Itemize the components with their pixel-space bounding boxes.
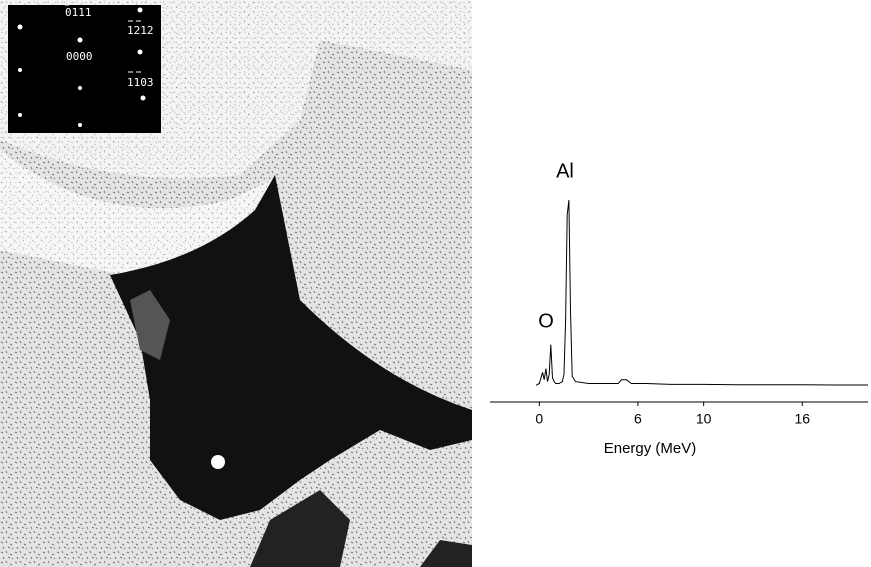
peak-label: Al [556,160,574,182]
x-tick-label: 16 [794,411,810,427]
inset-label: 0111 [65,6,92,19]
x-axis-label: Energy (MeV) [604,440,697,457]
inset-label: 1212 [127,24,154,37]
micrograph: 0111 1212 0000 1103 [0,0,472,567]
x-tick-label: 6 [634,411,642,427]
inset-label: 0000 [66,50,93,63]
spectrum-line [535,199,868,386]
x-tick-label: 0 [535,411,543,427]
x-tick-label: 10 [696,411,712,427]
peak-label: O [538,310,554,332]
inset-label: 1103 [127,76,154,89]
